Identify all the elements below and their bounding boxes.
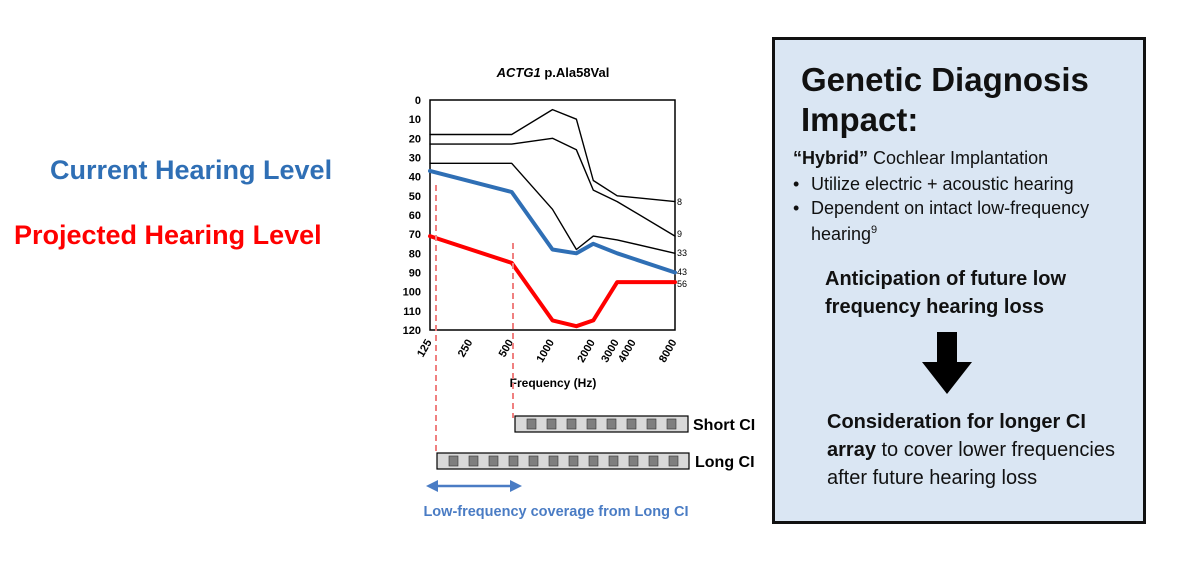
electrode-contact bbox=[526, 418, 537, 430]
electrode-contact bbox=[548, 455, 559, 467]
electrode-contact bbox=[606, 418, 617, 430]
bullet-dot: • bbox=[793, 198, 800, 218]
electrode-contact bbox=[608, 455, 619, 467]
y-tick-label: 110 bbox=[403, 306, 421, 318]
y-tick-label: 70 bbox=[409, 229, 421, 241]
y-tick-label: 120 bbox=[403, 325, 421, 337]
short-ci-label: Short CI bbox=[693, 417, 755, 434]
x-tick-label: 125 bbox=[415, 338, 435, 360]
y-tick-label: 50 bbox=[409, 191, 421, 203]
electrode-contact bbox=[666, 418, 677, 430]
electrode-contact bbox=[528, 455, 539, 467]
y-tick-label: 60 bbox=[409, 210, 421, 222]
electrode-contact bbox=[586, 418, 597, 430]
end-label-family_c: 33 bbox=[677, 248, 687, 258]
bullet-item-low-frequency: • Dependent on intact low-frequency hear… bbox=[793, 197, 1133, 245]
audiogram-chart: ACTG1 p.Ala58Val 0 10 20 30 40 50 60 70 80 90 100 1… bbox=[403, 65, 756, 520]
y-tick-label: 100 bbox=[403, 287, 421, 299]
long-ci-array bbox=[436, 452, 690, 470]
x-axis-label: Frequency (Hz) bbox=[510, 376, 597, 390]
series-line-family_c bbox=[429, 162, 676, 255]
series-line-current bbox=[428, 168, 677, 275]
electrode-contact bbox=[546, 418, 557, 430]
citation-superscript: 9 bbox=[871, 224, 878, 236]
bullet-text: Utilize electric + acoustic hearing bbox=[811, 174, 1074, 194]
y-tick-label: 0 bbox=[415, 95, 421, 107]
chart-title: ACTG1 p.Ala58Val bbox=[496, 65, 610, 80]
end-label-current: 43 bbox=[677, 267, 687, 277]
end-label-family_a: 8 bbox=[677, 197, 682, 207]
bullet-dot: • bbox=[793, 174, 800, 194]
coverage-double-arrow bbox=[426, 480, 522, 492]
y-tick-label: 40 bbox=[409, 172, 421, 184]
consideration-rest: to cover lower frequencies after future … bbox=[827, 439, 1115, 489]
coverage-caption: Low-frequency coverage from Long CI bbox=[423, 504, 688, 520]
impact-title: Genetic Diagnosis Impact: bbox=[801, 61, 1089, 138]
consideration-text: Consideration for longer CI array to cov… bbox=[827, 408, 1127, 492]
chart-title-variant: p.Ala58Val bbox=[541, 65, 610, 80]
projected-hearing-level-label: Projected Hearing Level bbox=[14, 220, 322, 250]
electrode-contact bbox=[626, 418, 637, 430]
electrode-contact bbox=[668, 455, 679, 467]
hybrid-rest: Cochlear Implantation bbox=[868, 148, 1049, 168]
impact-box: Genetic Diagnosis Impact: “Hybrid” Cochl… bbox=[772, 37, 1146, 524]
hybrid-bold: “Hybrid” bbox=[793, 148, 869, 168]
down-arrow-icon bbox=[922, 332, 972, 394]
series-line-projected bbox=[428, 234, 677, 329]
chart-title-gene: ACTG1 bbox=[496, 65, 541, 80]
electrode-contact bbox=[646, 418, 657, 430]
x-tick-label: 250 bbox=[456, 338, 476, 360]
y-tick-label: 10 bbox=[409, 114, 421, 126]
end-labels: 8 9 33 43 56 bbox=[677, 197, 687, 289]
consideration-bold: Consideration for longer CI array bbox=[827, 411, 1086, 461]
electrode-contact bbox=[448, 455, 459, 467]
long-ci-label: Long CI bbox=[695, 454, 755, 471]
electrode-contact bbox=[488, 455, 499, 467]
short-ci-array bbox=[514, 415, 689, 433]
y-axis-ticks: 0 10 20 30 40 50 60 70 80 90 100 110 120 bbox=[403, 95, 421, 337]
y-tick-label: 80 bbox=[409, 248, 421, 260]
electrode-contact bbox=[628, 455, 639, 467]
x-tick-label: 4000 bbox=[616, 338, 639, 365]
bullet-item-electric-acoustic: • Utilize electric + acoustic hearing bbox=[793, 173, 1133, 195]
y-tick-label: 20 bbox=[409, 133, 421, 145]
electrode-contact bbox=[468, 455, 479, 467]
end-label-projected: 56 bbox=[677, 279, 687, 289]
series-layer bbox=[428, 108, 677, 329]
electrode-contact bbox=[648, 455, 659, 467]
bullet-text: Dependent on intact low-frequency hearin… bbox=[793, 197, 1133, 245]
electrode-contact bbox=[568, 455, 579, 467]
electrode-contact bbox=[508, 455, 519, 467]
bullet-2-text: Dependent on intact low-frequency hearin… bbox=[811, 198, 1090, 244]
series-line-family_a bbox=[429, 108, 676, 203]
y-tick-label: 90 bbox=[409, 268, 421, 280]
x-tick-label: 8000 bbox=[657, 338, 680, 365]
series-line-family_b bbox=[429, 137, 676, 237]
x-tick-label: 1000 bbox=[534, 338, 557, 365]
electrode-contact bbox=[588, 455, 599, 467]
y-tick-label: 30 bbox=[409, 153, 421, 165]
x-tick-label: 2000 bbox=[575, 338, 598, 365]
electrode-contact bbox=[566, 418, 577, 430]
current-hearing-level-label: Current Hearing Level bbox=[50, 155, 333, 185]
hybrid-line: “Hybrid” Cochlear Implantation bbox=[793, 148, 1048, 169]
anticipation-text: Anticipation of future low frequency hea… bbox=[825, 268, 1067, 318]
end-label-family_b: 9 bbox=[677, 229, 682, 239]
